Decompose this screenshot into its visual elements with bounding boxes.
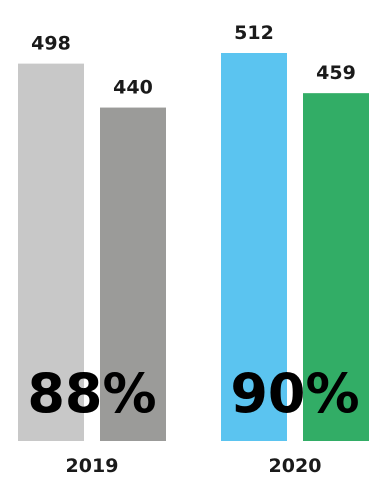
bars-layer [18, 53, 369, 441]
bar-2019-series-1 [18, 63, 84, 441]
bar-2019-series-2 [100, 107, 166, 441]
category-label-2020: 2020 [269, 455, 322, 477]
bar-2020-series-2 [303, 93, 369, 441]
ratio-labels-layer: 88% 90% [27, 362, 359, 425]
value-label-2020-series-1: 512 [234, 22, 274, 44]
value-labels-layer: 498 440 512 459 [31, 22, 356, 99]
value-label-2019-series-1: 498 [31, 33, 71, 55]
value-label-2019-series-2: 440 [113, 77, 153, 99]
category-label-2019: 2019 [66, 455, 119, 477]
bar-2020-series-1 [221, 53, 287, 441]
ratio-label-2020: 90% [230, 362, 359, 425]
value-label-2020-series-2: 459 [316, 62, 356, 84]
ratio-label-2019: 88% [27, 362, 156, 425]
category-labels-layer: 2019 2020 [66, 455, 322, 477]
